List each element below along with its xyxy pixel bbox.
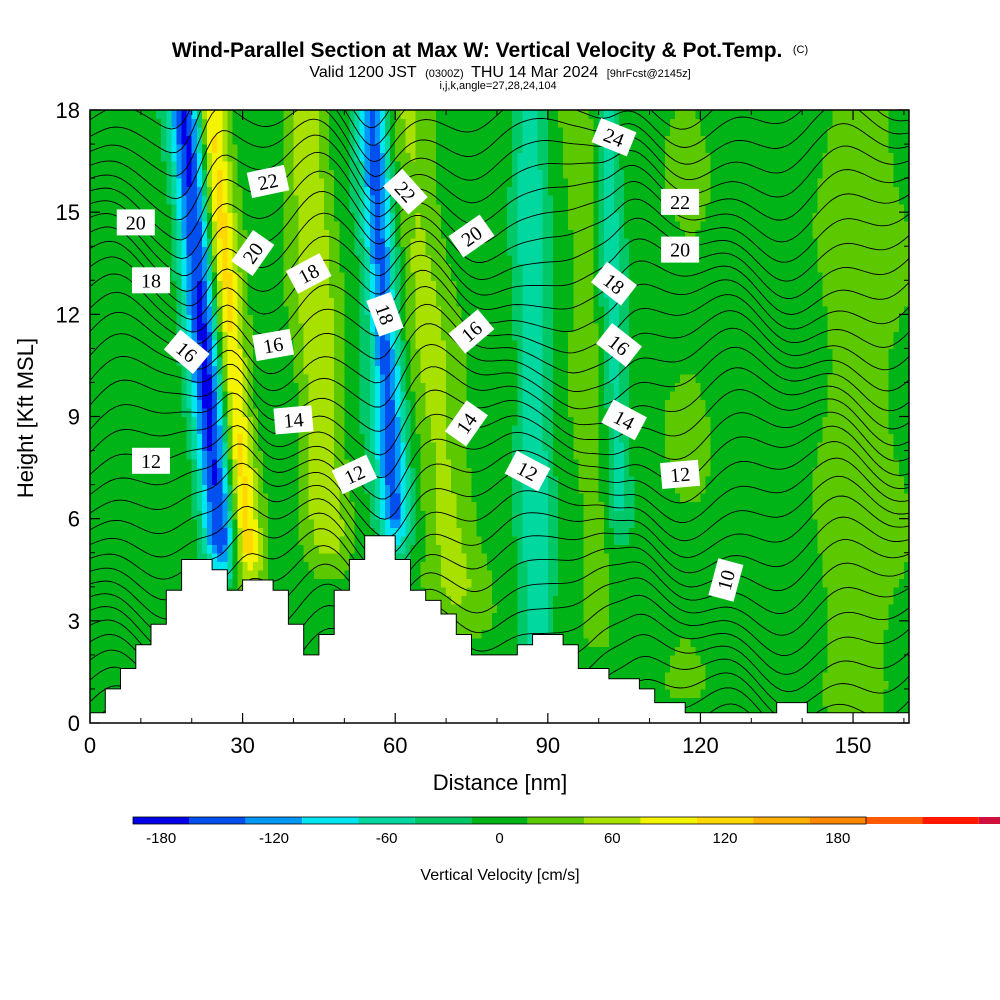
colorbar-swatch: [302, 817, 359, 824]
theta-contour-line: [90, 425, 909, 500]
colorbar-tick-label: 0: [495, 830, 503, 847]
theta-contour-label: 14: [444, 400, 488, 447]
colorbar-swatch: [922, 817, 979, 824]
theta-contour-label: 22: [383, 168, 428, 215]
theta-contour-line: [90, 110, 909, 178]
theta-contour-label: 12: [331, 454, 378, 495]
terrain-profile: [90, 535, 909, 723]
x-tick-label: 90: [536, 733, 560, 758]
y-tick-label: 18: [56, 98, 80, 123]
theta-contour-label: 12: [504, 450, 551, 492]
colorbar-swatch: [245, 817, 303, 824]
axis-ticks: 0 30 60 90 120 150 0 3 6 9 12 15 18: [56, 98, 909, 758]
colorbar-swatch: [696, 817, 754, 824]
theta-contour-line: [90, 110, 909, 163]
x-tick-label: 150: [835, 733, 872, 758]
theta-contour-label: 24: [591, 118, 637, 157]
terrain: [90, 535, 909, 723]
colorbar-swatch: [978, 817, 1000, 824]
colorbar-swatch: [866, 817, 923, 824]
theta-contour-line: [90, 286, 909, 356]
theta-contour-label: 18: [285, 253, 332, 294]
theta-contour-line: [90, 512, 909, 586]
x-axis-label: Distance [nm]: [433, 770, 568, 795]
colorbar-tick-label: -120: [259, 830, 289, 847]
colorbar-label: Vertical Velocity [cm/s]: [420, 867, 579, 884]
colorbar-tick-label: 180: [825, 830, 850, 847]
theta-contour-line: [90, 134, 909, 221]
colorbar-tick-label: -180: [146, 830, 176, 847]
theta-contour-label: 16: [163, 329, 210, 374]
theta-contour-line: [90, 343, 909, 412]
theta-contour-line: [90, 151, 909, 241]
colorbar-tick-label: -60: [376, 830, 398, 847]
colorbar-swatch: [133, 817, 190, 824]
colorbar-swatch: [189, 817, 246, 824]
colorbar-swatch: [471, 817, 528, 824]
theta-contour-label: 20: [116, 209, 155, 236]
theta-contour-line: [90, 303, 909, 375]
chart-title: Wind-Parallel Section at Max W: Vertical…: [172, 39, 808, 62]
y-tick-label: 9: [68, 405, 80, 430]
x-tick-label: 120: [682, 733, 719, 758]
colorbar: -180 -120 -60 0 60 120 180: [132, 816, 1000, 847]
colorbar-swatch: [584, 817, 641, 824]
theta-contours: [90, 110, 909, 723]
y-axis-label: Height [Kft MSL]: [13, 338, 38, 498]
y-tick-label: 15: [56, 200, 80, 225]
theta-contour-line: [90, 366, 909, 432]
grid-info: i,j,k,angle=27,28,24,104: [439, 80, 556, 92]
theta-contour-line: [90, 495, 909, 571]
y-tick-label: 6: [68, 507, 80, 532]
colorbar-tick-label: 60: [604, 830, 621, 847]
y-tick-label: 3: [68, 609, 80, 634]
theta-contour-line: [90, 269, 909, 336]
theta-contour-line: [90, 457, 909, 539]
x-tick-label: 0: [84, 733, 96, 758]
chart-subtitle: Valid 1200 JST (0300Z) THU 14 Mar 2024 […: [309, 64, 690, 81]
theta-contour-line: [90, 441, 909, 520]
theta-contour-label: 10: [708, 558, 744, 602]
colorbar-swatch: [358, 817, 415, 824]
theta-contour-line: [90, 475, 909, 556]
y-tick-label: 12: [56, 302, 80, 327]
colorbar-swatch: [640, 817, 697, 824]
theta-contour-line: [90, 191, 909, 276]
y-tick-label: 0: [68, 711, 80, 736]
x-tick-label: 60: [383, 733, 407, 758]
theta-contour-label: 12: [132, 447, 170, 474]
theta-contour-label: 18: [366, 291, 404, 337]
theta-contour-label: 20: [661, 236, 700, 263]
theta-contour-line: [90, 212, 909, 292]
theta-contour-line: [90, 408, 909, 479]
theta-contour-line: [90, 323, 909, 392]
theta-contour-label: 18: [132, 267, 170, 294]
theta-contour-line: [90, 389, 909, 456]
colorbar-tick-label: 120: [712, 830, 737, 847]
theta-contour-label: 16: [252, 328, 295, 362]
colorbar-swatch: [527, 817, 585, 824]
theta-contour-line: [90, 170, 909, 260]
theta-contour-label: 20: [231, 229, 275, 277]
theta-contour-label: 22: [246, 164, 290, 199]
theta-contour-label: 14: [273, 405, 314, 435]
theta-contour-line: [90, 118, 909, 200]
x-tick-label: 30: [230, 733, 254, 758]
theta-contour-label: 12: [660, 459, 701, 490]
theta-contour-line: [90, 254, 909, 320]
colorbar-swatch: [809, 817, 866, 824]
colorbar-swatch: [753, 817, 810, 824]
theta-contour-line: [90, 235, 909, 307]
colorbar-swatch: [414, 817, 472, 824]
theta-contour-label: 22: [661, 188, 700, 215]
